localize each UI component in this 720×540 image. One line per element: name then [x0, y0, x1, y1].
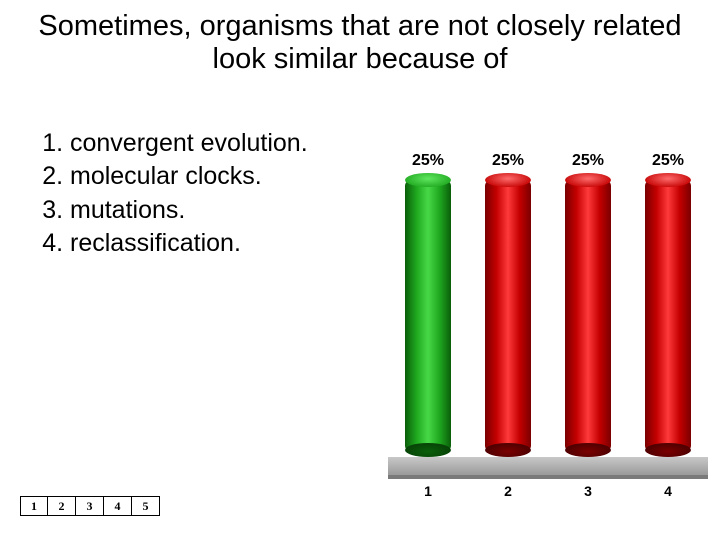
nav-button[interactable]: 2	[48, 496, 76, 516]
bar-value-label: 25%	[572, 152, 604, 170]
nav-button[interactable]: 5	[132, 496, 160, 516]
answer-list: convergent evolution. molecular clocks. …	[28, 128, 368, 259]
bar-value-label: 25%	[652, 152, 684, 170]
bar-1: 25%	[405, 180, 451, 450]
bar-value-label: 25%	[492, 152, 524, 170]
chart-x-labels: 1 2 3 4	[388, 483, 708, 499]
bar-cylinder	[485, 180, 531, 450]
bar-cylinder	[565, 180, 611, 450]
answer-option[interactable]: reclassification.	[70, 228, 368, 259]
bar-3: 25%	[565, 180, 611, 450]
bar-2: 25%	[485, 180, 531, 450]
answer-option[interactable]: mutations.	[70, 195, 368, 226]
bar-4: 25%	[645, 180, 691, 450]
response-chart: 25% 25% 25% 25% 1 2 3 4	[388, 150, 708, 480]
bar-cylinder	[645, 180, 691, 450]
nav-button[interactable]: 1	[20, 496, 48, 516]
nav-button[interactable]: 4	[104, 496, 132, 516]
slide-nav: 1 2 3 4 5	[20, 496, 160, 516]
answer-list-container: convergent evolution. molecular clocks. …	[28, 128, 368, 261]
chart-base	[388, 457, 708, 475]
bar-cylinder	[405, 180, 451, 450]
x-label: 2	[478, 483, 538, 499]
chart-bars: 25% 25% 25% 25%	[388, 150, 708, 450]
answer-option[interactable]: molecular clocks.	[70, 161, 368, 192]
x-label: 3	[558, 483, 618, 499]
x-label: 1	[398, 483, 458, 499]
x-label: 4	[638, 483, 698, 499]
slide: Sometimes, organisms that are not closel…	[0, 0, 720, 540]
answer-option[interactable]: convergent evolution.	[70, 128, 368, 159]
bar-value-label: 25%	[412, 152, 444, 170]
question-title: Sometimes, organisms that are not closel…	[0, 0, 720, 77]
nav-button[interactable]: 3	[76, 496, 104, 516]
